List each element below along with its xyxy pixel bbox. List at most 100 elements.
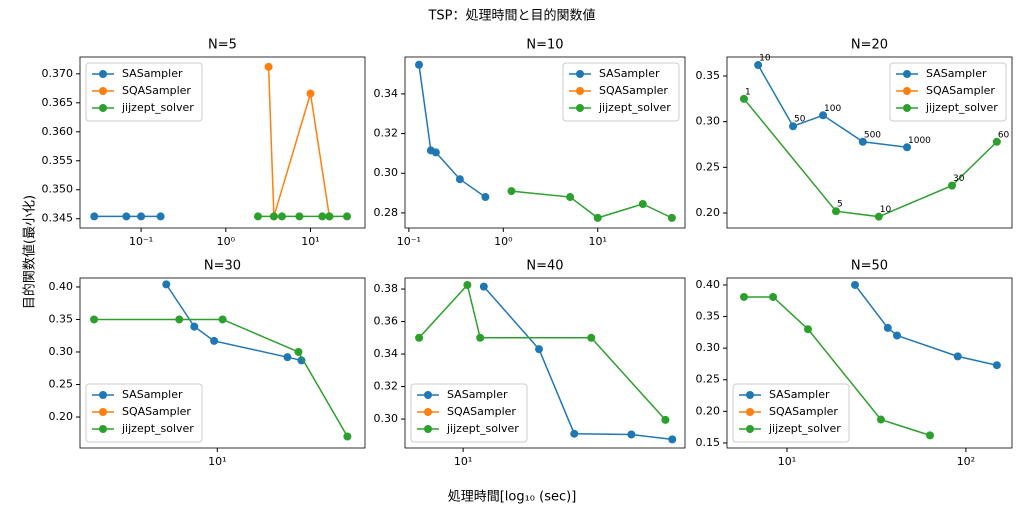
data-point [534,345,543,354]
legend-label: SQASampler [122,84,191,97]
data-point [739,94,748,103]
data-point [122,212,131,221]
legend-box [889,62,1007,122]
y-tick-label: 0.15 [696,436,721,449]
y-tick-label: 0.30 [696,115,721,128]
data-point [175,315,184,324]
y-tick-label: 0.32 [374,127,399,140]
y-tick-label: 0.25 [696,373,721,386]
axes-frame [79,56,366,229]
legend-box [410,383,528,443]
axes-frame [726,277,1013,449]
legend-label: SQASampler [926,84,995,97]
y-tick-label: 0.25 [49,377,74,390]
legend-marker [424,425,432,433]
subplot-title: N=40 [526,259,563,274]
legend-label: SQASampler [447,405,516,418]
y-tick-label: 0.32 [374,380,399,393]
data-point [90,315,99,324]
y-tick-label: 0.35 [696,310,721,323]
legend-box [85,383,203,443]
legend-marker [424,408,432,416]
data-point [156,212,165,221]
point-label: 10 [880,205,892,215]
subplot-title: N=20 [851,38,888,53]
data-point [566,193,575,202]
legend-marker [99,408,107,416]
point-label: 60 [998,130,1010,140]
x-tick-label: 10⁻¹ [397,235,421,248]
data-point [479,282,488,291]
data-point [481,193,490,202]
data-point [476,333,485,342]
legend-box [562,62,680,122]
point-label: 100 [824,104,841,114]
y-tick-label: 0.355 [42,154,74,167]
legend-label: SASampler [122,67,183,80]
data-point [325,212,334,221]
subplot-title: N=30 [204,259,241,274]
data-point [883,323,892,332]
data-point [90,212,99,221]
y-tick-label: 0.30 [49,345,74,358]
legend-label: SQASampler [122,405,191,418]
x-tick-label: 10¹ [778,455,796,468]
x-tick-label: 10¹ [208,455,226,468]
legend-marker [99,391,107,399]
data-point [638,199,647,208]
data-point [463,280,472,289]
legend-box [732,383,850,443]
data-point [992,137,1001,146]
legend-marker [576,104,584,112]
series-line [267,66,331,217]
y-tick-label: 0.370 [42,67,74,80]
legend-marker [903,104,911,112]
data-point [819,111,828,120]
data-point [754,61,763,70]
y-tick-label: 0.35 [49,312,74,325]
y-tick-label: 0.34 [374,347,399,360]
y-tick-label: 0.360 [42,125,74,138]
y-tick-label: 0.40 [49,280,74,293]
data-point [295,212,304,221]
legend-marker [746,425,754,433]
axes-frame [404,56,686,229]
y-tick-label: 0.30 [374,166,399,179]
y-tick-label: 0.20 [49,410,74,423]
legend-label: SASampler [926,67,987,80]
legend-label: jijzept_solver [446,422,519,435]
data-point [570,429,579,438]
point-label: 30 [953,174,965,184]
point-label: 1 [745,87,751,97]
legend-label: jijzept_solver [121,101,194,114]
data-point [926,431,935,440]
legend-marker [903,87,911,95]
subplot-title: N=10 [526,38,563,53]
axes-frame [404,277,686,449]
data-point [507,187,516,196]
y-tick-label: 0.28 [374,206,399,219]
data-point [318,212,327,221]
legend-label: SASampler [447,388,508,401]
point-label: 5 [837,200,843,210]
data-point [264,62,273,71]
data-point [903,143,912,152]
subplot-title: N=5 [208,38,237,53]
data-point [210,336,219,345]
data-point [831,207,840,216]
data-point [431,148,440,157]
y-tick-label: 0.34 [374,87,399,100]
data-point [253,212,262,221]
data-point [668,435,677,444]
data-point [343,212,352,221]
y-tick-label: 0.36 [374,315,399,328]
data-point [277,212,286,221]
legend-label: SQASampler [769,405,838,418]
data-point [789,122,798,131]
legend-label: jijzept_solver [768,422,841,435]
y-tick-label: 0.365 [42,96,74,109]
legend-label: SQASampler [599,84,668,97]
x-tick-label: 10² [957,455,975,468]
data-point [953,352,962,361]
